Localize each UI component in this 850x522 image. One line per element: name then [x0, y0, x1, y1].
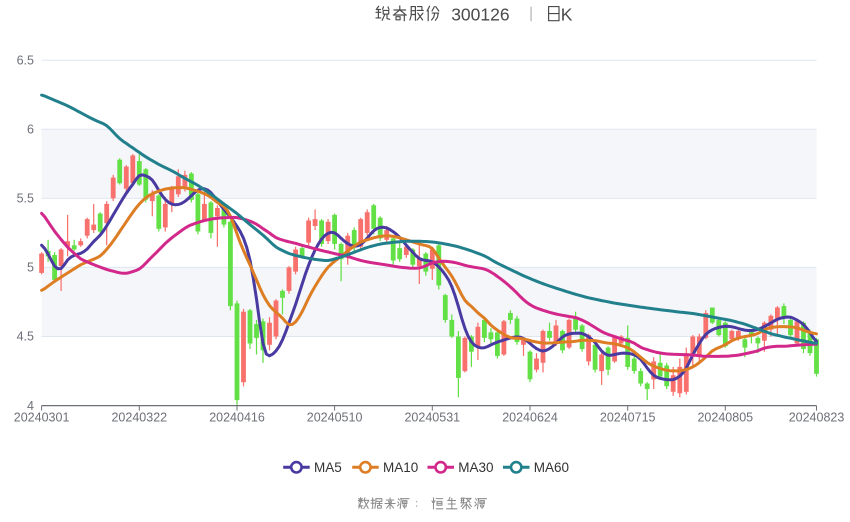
svg-text:K: K	[561, 5, 573, 25]
svg-text:MA5: MA5	[314, 460, 342, 475]
svg-text:5.5: 5.5	[17, 192, 34, 206]
svg-text:5: 5	[27, 261, 34, 275]
svg-text:MA30: MA30	[458, 460, 493, 475]
svg-text:20240301: 20240301	[14, 411, 70, 425]
svg-text:4: 4	[27, 399, 34, 413]
svg-text:6: 6	[27, 123, 34, 137]
svg-text:4.5: 4.5	[17, 330, 34, 344]
svg-text:20240805: 20240805	[697, 411, 753, 425]
svg-text:20240531: 20240531	[404, 411, 460, 425]
svg-text:6.5: 6.5	[17, 53, 34, 67]
svg-text:MA10: MA10	[383, 460, 418, 475]
svg-text:20240510: 20240510	[307, 411, 363, 425]
svg-text:20240715: 20240715	[600, 411, 656, 425]
svg-text:20240624: 20240624	[502, 411, 558, 425]
svg-text:MA60: MA60	[534, 460, 569, 475]
svg-text:20240823: 20240823	[789, 411, 845, 425]
svg-text:300126: 300126	[451, 5, 509, 25]
svg-text:20240322: 20240322	[111, 411, 167, 425]
svg-text:20240416: 20240416	[209, 411, 265, 425]
